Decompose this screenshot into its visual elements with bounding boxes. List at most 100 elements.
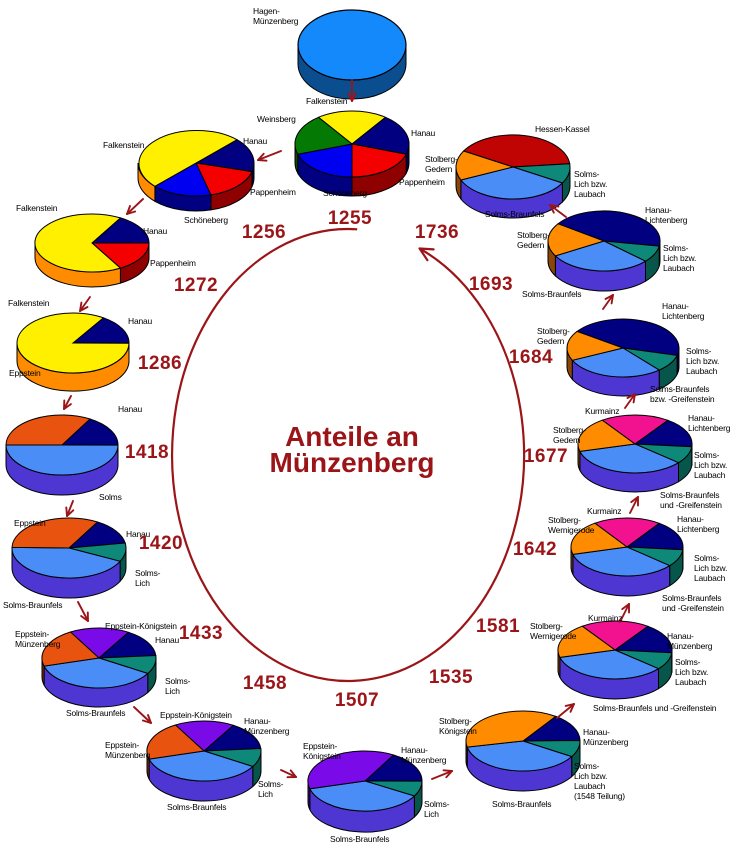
pie-label: Stolberg- Wernigerode — [530, 621, 577, 642]
step-arrow — [280, 769, 297, 778]
year-label-1418: 1418 — [124, 442, 170, 463]
pie-label: Hanau — [118, 404, 143, 414]
pie-1507 — [307, 750, 423, 833]
pie-label: Falkenstein — [103, 140, 145, 150]
pie-label: Hanau — [411, 128, 436, 138]
arrow-head — [418, 247, 435, 251]
pie-label: Solms- Lich bzw. Laubach (1548 Teilung) — [574, 761, 625, 802]
pie-slice — [11, 546, 122, 579]
pie-slice — [521, 715, 581, 742]
pie-1535 — [465, 710, 581, 792]
pie-slice — [71, 317, 130, 344]
pie-label: Stolberg- Gedern — [537, 326, 570, 347]
pie-1458 — [146, 720, 262, 802]
pie-label: Schöneberg — [323, 188, 367, 198]
pie-slice — [350, 116, 410, 155]
pie-slice — [547, 223, 606, 257]
pie-label: Solms- Lich bzw. Laubach — [694, 553, 728, 584]
step-arrow — [79, 296, 91, 312]
pie-label: Eppstein- Münzenberg — [15, 629, 61, 650]
arrow-head — [632, 393, 636, 404]
arrow-head — [604, 294, 614, 300]
step-arrow — [66, 500, 74, 517]
pie-label: Falkenstein — [306, 96, 348, 106]
pie-label: Solms-Braunfels — [485, 209, 545, 219]
pie-label: Pappenheim — [399, 177, 445, 187]
pie-slice — [566, 330, 625, 361]
year-label-1507: 1507 — [334, 690, 380, 711]
pie-label: Solms- Lich — [165, 676, 191, 697]
arrow-head — [289, 769, 297, 778]
step-arrow — [63, 395, 72, 410]
pie-slice — [579, 443, 680, 474]
pie-slice — [5, 414, 91, 446]
pie-slice — [5, 444, 119, 476]
pie-label: Hanau — [143, 226, 168, 236]
pie-label: Hanau- Lichtenberg — [662, 301, 705, 322]
pie-label: Pappenheim — [150, 258, 196, 268]
pie-slice — [570, 522, 629, 555]
year-label-1420: 1420 — [138, 533, 184, 554]
pie-label: Eppstein-Königstein — [160, 710, 232, 720]
arrow-head — [347, 92, 353, 102]
arrow-head — [257, 152, 265, 161]
year-label-1581: 1581 — [475, 616, 521, 637]
pie-label: Solms-Braunfels — [522, 289, 582, 299]
pie-slice — [462, 134, 571, 168]
arrow-head — [564, 703, 575, 707]
pie-label: Solms-Braunfels — [66, 708, 126, 718]
pie-1272 — [34, 213, 150, 288]
pie-label: Eppstein-Königstein — [303, 741, 341, 762]
pie-slice — [90, 217, 150, 244]
pie-label: Hanau- Münzenberg — [401, 745, 447, 766]
pie-slice — [146, 724, 206, 760]
year-label-1677: 1677 — [523, 446, 569, 467]
pie-slice — [294, 116, 354, 155]
pie-label: Stolberg- Königstein — [439, 716, 477, 737]
pie-label: Eppstein-Königstein — [105, 621, 177, 631]
pie-slice — [90, 242, 150, 269]
pie-slice — [60, 418, 119, 446]
arrow-head — [418, 247, 429, 262]
pie-1433 — [41, 627, 157, 708]
pie-label: Kurmainz — [587, 506, 622, 516]
pie-label: Solms- Lich bzw. Laubach — [675, 657, 709, 688]
pie-slice — [577, 419, 637, 452]
pie-label: Eppstein- Münzenberg — [105, 740, 151, 761]
pie-slice — [317, 110, 387, 145]
year-label-1286: 1286 — [137, 353, 183, 374]
pie-label: Solms- Lich bzw. Laubach — [686, 346, 720, 377]
pie-label: Solms-Braunfels — [492, 799, 552, 809]
pie-slice — [613, 625, 673, 654]
year-label-1433: 1433 — [178, 623, 224, 644]
pie-slice — [34, 213, 122, 273]
pie-label: Solms- Lich bzw. Laubach — [694, 450, 728, 481]
pie-slice — [97, 631, 157, 659]
pie-label: Hanau- Lichtenberg — [645, 205, 688, 226]
pie-label: Falkenstein — [8, 298, 50, 308]
year-label-1684: 1684 — [508, 347, 554, 368]
pie-label: Hanau- Münzenberg — [244, 716, 290, 737]
pie-label: Stolberg- Gedern — [553, 425, 586, 446]
pie-label: Hanau- Lichtenberg — [677, 514, 720, 535]
arrow-head — [621, 603, 630, 611]
arrow-head — [79, 306, 89, 312]
pie-label: Pappenheim — [250, 187, 296, 197]
arrow-head — [442, 769, 453, 772]
step-arrow — [257, 150, 282, 161]
pie-1642 — [570, 517, 684, 597]
chart-title-line1: Anteile an — [285, 421, 419, 452]
pie-label: Hessen-Kassel — [535, 124, 590, 134]
pie-label: Solms-Braunfels — [3, 600, 63, 610]
pie-slice — [576, 318, 680, 356]
pie-label: Hanau — [126, 529, 151, 539]
pie-label: Solms-Braunfels bzw. -Greifenstein — [650, 384, 715, 405]
step-arrow — [77, 601, 89, 622]
arrow-head — [626, 393, 636, 399]
year-label-1255: 1255 — [327, 208, 373, 229]
year-label-1256: 1256 — [241, 222, 287, 243]
pie-slice — [309, 780, 416, 812]
pie-label: Solms-Braunfels und -Greifenstein — [662, 593, 724, 614]
